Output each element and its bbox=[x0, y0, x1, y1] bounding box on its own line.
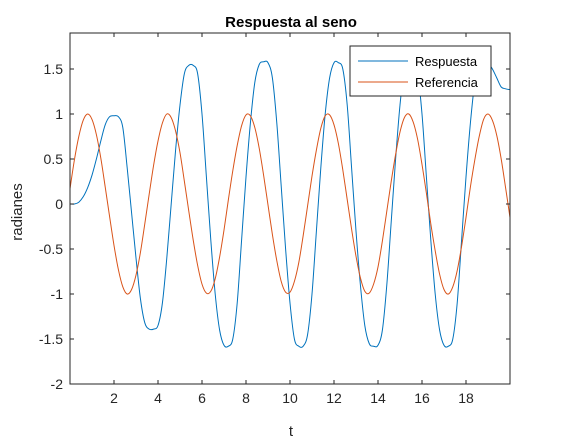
series-line-respuesta bbox=[70, 60, 510, 348]
x-tick-label: 4 bbox=[154, 390, 162, 406]
y-tick-label: -1 bbox=[51, 286, 64, 302]
legend-entry: Referencia bbox=[415, 75, 479, 90]
y-tick-label: -0.5 bbox=[39, 241, 63, 257]
x-axis-label: t bbox=[289, 423, 294, 440]
x-tick-label: 18 bbox=[458, 390, 474, 406]
x-tick-label: 6 bbox=[198, 390, 206, 406]
y-tick-label: 0.5 bbox=[44, 151, 64, 167]
chart-title: Respuesta al seno bbox=[225, 14, 357, 31]
x-tick-label: 14 bbox=[370, 390, 386, 406]
x-tick-label: 16 bbox=[414, 390, 430, 406]
x-tick-label: 10 bbox=[282, 390, 298, 406]
ticks-layer: 2 4 6 8 10 12 14 16 18 -2 -1.5 -1 -0.5 0 0.5 1 1.5 bbox=[39, 33, 510, 406]
series-line-referencia bbox=[70, 113, 510, 295]
legend-entry: Respuesta bbox=[415, 54, 478, 69]
y-tick-label: 1 bbox=[55, 106, 63, 122]
legend-box bbox=[349, 45, 492, 97]
y-tick-label: 0 bbox=[55, 196, 63, 212]
x-tick-label: 12 bbox=[326, 390, 342, 406]
y-tick-label: -2 bbox=[51, 376, 64, 392]
x-tick-label: 2 bbox=[110, 390, 118, 406]
series-layer bbox=[70, 60, 510, 348]
legend: Respuesta Referencia bbox=[349, 45, 492, 97]
x-tick-label: 8 bbox=[242, 390, 250, 406]
y-tick-label: -1.5 bbox=[39, 331, 63, 347]
y-tick-label: 1.5 bbox=[44, 61, 64, 77]
y-axis-label: radianes bbox=[9, 183, 26, 241]
